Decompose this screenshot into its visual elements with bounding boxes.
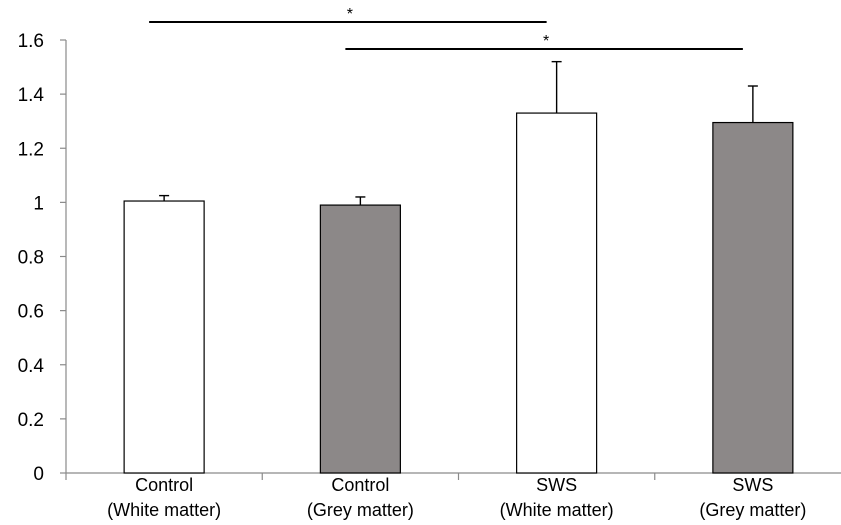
y-tick-label: 1.4 [18,85,45,106]
y-tick-label: 1.6 [18,31,44,52]
bar [712,121,794,474]
x-category-label: SWS [536,475,577,495]
labels: 0 0.2 0.4 0.6 0.8 1 1.2 1.4 1.6 Control (White mat… [18,31,807,520]
y-tick-label: 0.6 [18,302,44,323]
x-category-label: Control [331,475,389,495]
significance-star: * [543,33,549,50]
x-category-sublabel: (Grey matter) [307,500,414,520]
bar [516,112,598,474]
x-category-sublabel: (White matter) [107,500,221,520]
y-tick-label: 0.2 [18,410,44,431]
error-bars [159,60,758,206]
significance-star: * [347,6,353,23]
y-tick-label: 0.4 [18,356,45,377]
x-category-label: SWS [732,475,773,495]
bar [123,200,205,474]
bars [123,112,794,474]
y-tick-label: 0.8 [18,248,44,269]
y-tick-label: 0 [33,464,44,485]
x-category-sublabel: (White matter) [500,500,614,520]
x-category-label: Control [135,475,193,495]
y-tick-label: 1 [33,193,44,214]
y-tick-label: 1.2 [18,139,44,160]
x-category-sublabel: (Grey matter) [699,500,806,520]
significance-brackets: ** [149,6,743,50]
bar [319,204,401,474]
